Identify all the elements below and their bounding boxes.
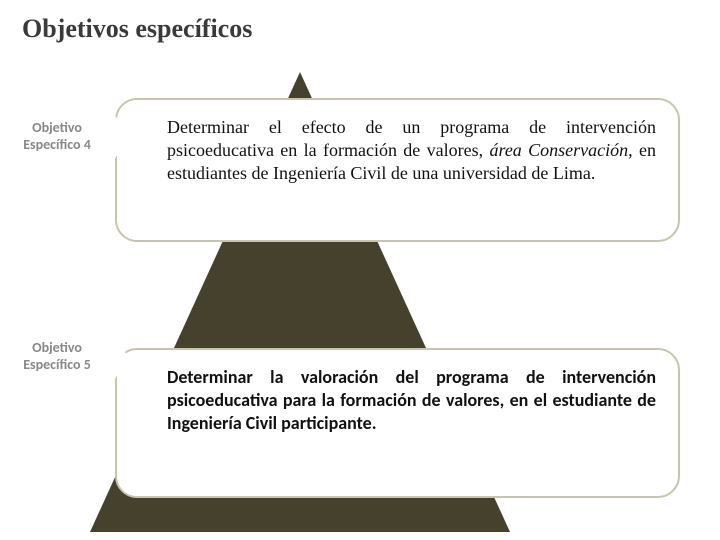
card-text: Determinar el efecto de un programa de i… (167, 116, 656, 185)
card-objetivo-5: Determinar la valoración del programa de… (115, 348, 680, 498)
label-objetivo-4: Objetivo Específico 4 (10, 120, 104, 154)
label-line: Objetivo (10, 340, 104, 357)
label-line: Objetivo (10, 120, 104, 137)
card-text: Determinar la valoración del programa de… (167, 366, 656, 435)
card-objetivo-4: Determinar el efecto de un programa de i… (115, 98, 680, 242)
label-line: Específico 4 (10, 137, 104, 154)
label-objetivo-5: Objetivo Específico 5 (10, 340, 104, 374)
page-title: Objetivos específicos (22, 14, 252, 44)
text-italic: área Conservación, (489, 140, 632, 160)
label-line: Específico 5 (10, 357, 104, 374)
